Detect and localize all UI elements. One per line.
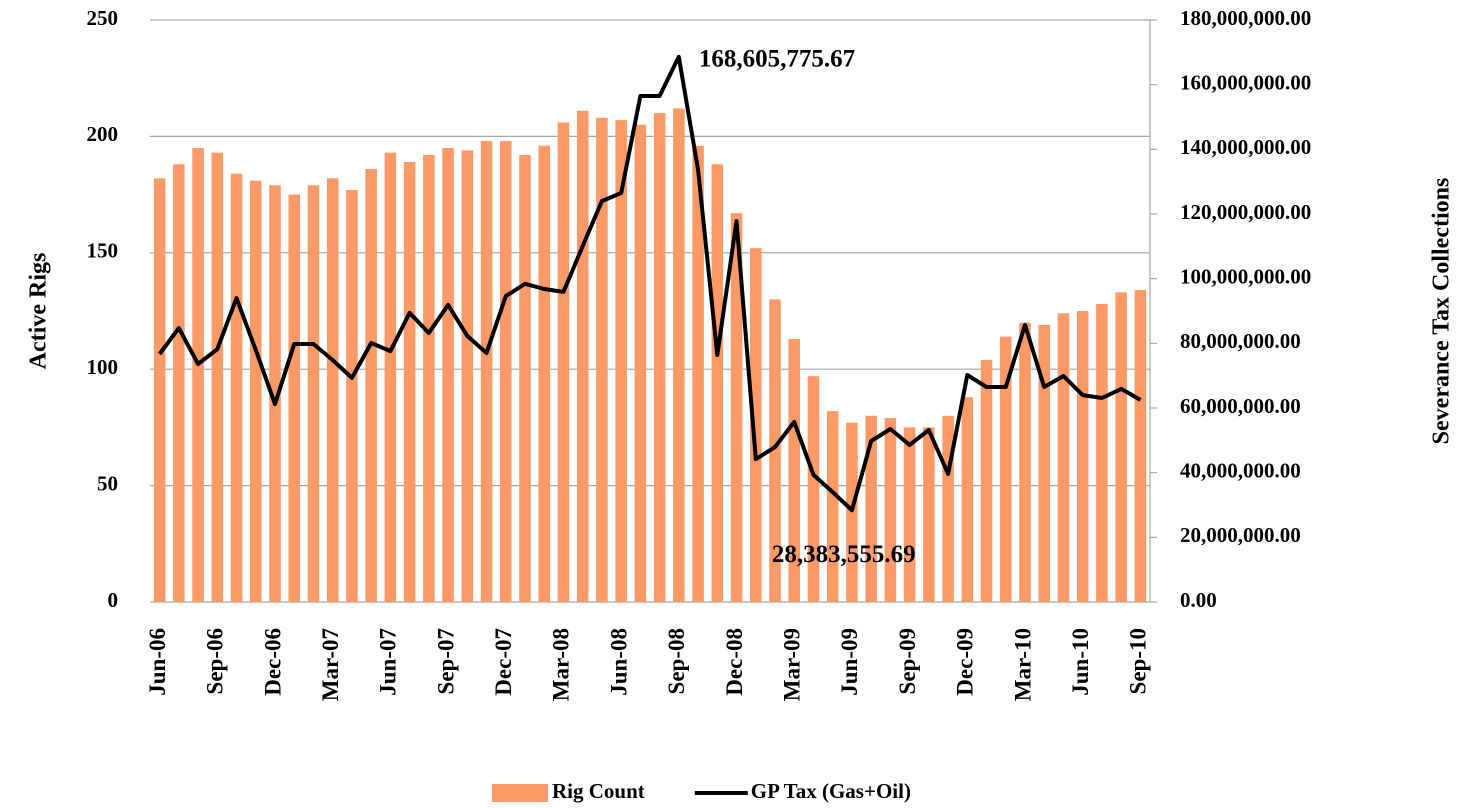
y-axis-title: Active Rigs (26, 253, 52, 370)
bar (1115, 292, 1127, 602)
bar (1076, 311, 1089, 602)
bar (769, 299, 781, 602)
legend-label: GP Tax (Gas+Oil) (751, 779, 911, 803)
bar (942, 415, 954, 602)
bar (1000, 336, 1012, 602)
bar (692, 145, 704, 602)
x-tick-label: Mar-09 (780, 628, 805, 701)
bar (153, 178, 166, 602)
bar (346, 189, 358, 602)
x-tick-label: Mar-08 (549, 628, 574, 701)
bar (1057, 313, 1070, 602)
bar (269, 185, 281, 602)
x-tick-label: Mar-10 (1010, 628, 1035, 701)
bar (442, 148, 454, 603)
bar (326, 178, 339, 602)
bar (807, 376, 820, 602)
x-tick-label: Jun-07 (376, 628, 401, 696)
x-tick-label: Sep-06 (203, 628, 228, 694)
bar (903, 427, 916, 602)
bar (307, 185, 320, 602)
y-tick-label: 150 (87, 239, 119, 263)
bar (173, 164, 185, 602)
y-tick-label: 200 (87, 122, 119, 146)
y2-tick-label: 20,000,000.00 (1180, 523, 1301, 547)
y-tick-label: 50 (97, 471, 118, 495)
y-tick-label: 0 (108, 588, 119, 612)
y2-tick-label: 0.00 (1180, 588, 1217, 612)
bar (826, 411, 839, 602)
x-tick-label: Jun-06 (145, 628, 170, 696)
bar (461, 150, 474, 603)
bar (730, 213, 743, 602)
y2-tick-label: 160,000,000.00 (1180, 70, 1311, 94)
bar (384, 152, 397, 603)
bar (1038, 324, 1050, 602)
y2-tick-label: 60,000,000.00 (1180, 394, 1301, 418)
y2-tick-label: 40,000,000.00 (1180, 458, 1301, 482)
bar (519, 155, 531, 603)
y2-tick-label: 120,000,000.00 (1180, 200, 1311, 224)
bar (1096, 304, 1108, 602)
x-tick-label: Jun-10 (1068, 628, 1093, 696)
bar (1134, 290, 1147, 602)
bar (230, 173, 243, 602)
x-tick-label: Mar-07 (318, 628, 343, 701)
y2-tick-label: 100,000,000.00 (1180, 264, 1311, 288)
bar (288, 194, 300, 602)
bar (750, 248, 762, 603)
bar (923, 427, 935, 602)
bar (865, 415, 877, 602)
bar (596, 117, 608, 602)
bar (846, 422, 858, 602)
x-tick-label: Jun-08 (606, 628, 631, 696)
bar (634, 124, 647, 602)
y2-tick-label: 140,000,000.00 (1180, 135, 1311, 159)
legend-swatch (492, 784, 548, 802)
bar (423, 155, 435, 603)
bar (365, 168, 377, 602)
line (157, 54, 1142, 513)
data-label: 168,605,775.67 (699, 46, 855, 73)
bar (480, 141, 493, 602)
y2-axis-title: Severance Tax Collections (1429, 178, 1455, 445)
bar (711, 164, 724, 602)
x-tick-label: Sep-08 (664, 628, 689, 694)
bar (500, 141, 512, 602)
bar (884, 418, 897, 602)
x-tick-label: Dec-06 (260, 628, 285, 696)
bar (1019, 322, 1031, 602)
bar (653, 113, 666, 603)
x-tick-label: Sep-09 (895, 628, 920, 694)
bar (980, 359, 993, 602)
bar (538, 145, 550, 602)
bar (961, 397, 974, 602)
y2-tick-label: 180,000,000.00 (1180, 6, 1311, 30)
bar (211, 152, 224, 603)
bar (576, 110, 589, 603)
x-tick-label: Sep-10 (1126, 628, 1151, 694)
x-tick-label: Sep-07 (433, 628, 458, 694)
x-tick-label: Dec-07 (491, 628, 516, 696)
x-tick-label: Jun-09 (837, 628, 862, 696)
x-tick-label: Dec-08 (722, 628, 747, 696)
y2-tick-label: 80,000,000.00 (1180, 329, 1301, 353)
legend-label: Rig Count (552, 779, 645, 803)
bar (673, 108, 685, 603)
bar (615, 120, 627, 602)
bar (557, 122, 570, 602)
x-tick-label: Dec-09 (953, 628, 978, 696)
data-label: 28,383,555.69 (772, 541, 916, 568)
bar (250, 180, 262, 602)
y-tick-label: 100 (87, 355, 119, 379)
bar (788, 338, 800, 602)
bar (403, 162, 416, 602)
y-tick-label: 250 (87, 6, 119, 30)
bar (192, 148, 204, 603)
